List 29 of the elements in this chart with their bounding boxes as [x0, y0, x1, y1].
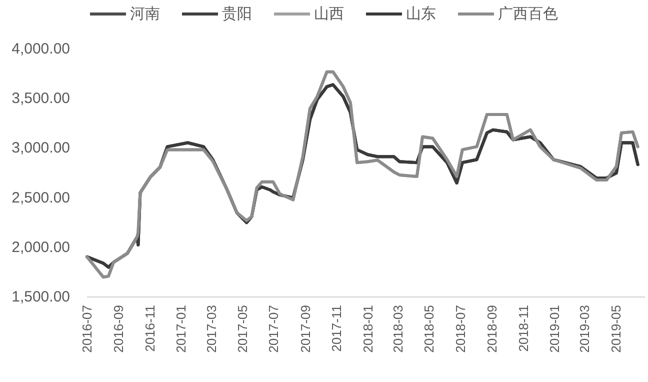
y-tick-label: 2,000.00 [12, 238, 70, 256]
x-tick-label: 2016-07 [80, 305, 94, 353]
x-tick-label: 2017-07 [266, 305, 282, 353]
x-tick-label: 2017-09 [298, 305, 313, 353]
x-tick-label: 2019-05 [608, 305, 624, 353]
y-tick-label: 4,000.00 [12, 40, 70, 58]
x-tick-label: 2018-09 [484, 305, 500, 353]
y-tick-label: 2,500.00 [12, 189, 70, 206]
legend-label: 山东 [406, 6, 436, 22]
x-tick-label: 2017-03 [204, 305, 219, 353]
legend-label: 广西百色 [498, 6, 558, 22]
x-tick-label: 2016-11 [142, 305, 158, 352]
x-tick-label: 2018-05 [422, 305, 437, 353]
x-tick-label: 2018-03 [390, 305, 406, 353]
y-tick-label: 1,500.00 [12, 288, 70, 306]
x-tick-label: 2019-01 [546, 305, 562, 353]
x-tick-label: 2018-01 [360, 305, 376, 353]
x-tick-label: 2019-03 [577, 305, 592, 353]
legend-label: 贵阳 [222, 6, 252, 22]
x-tick-label: 2017-11 [329, 305, 344, 352]
legend-label: 河南 [130, 6, 160, 22]
x-tick-label: 2018-11 [516, 305, 531, 352]
y-tick-label: 3,000.00 [12, 140, 70, 157]
x-tick-label: 2016-09 [111, 305, 126, 353]
x-tick-label: 2018-07 [452, 305, 468, 353]
x-tick-label: 2017-05 [234, 305, 250, 353]
x-tick-label: 2017-01 [174, 305, 189, 353]
legend-label: 山西 [314, 6, 344, 22]
y-tick-label: 3,500.00 [12, 90, 70, 108]
